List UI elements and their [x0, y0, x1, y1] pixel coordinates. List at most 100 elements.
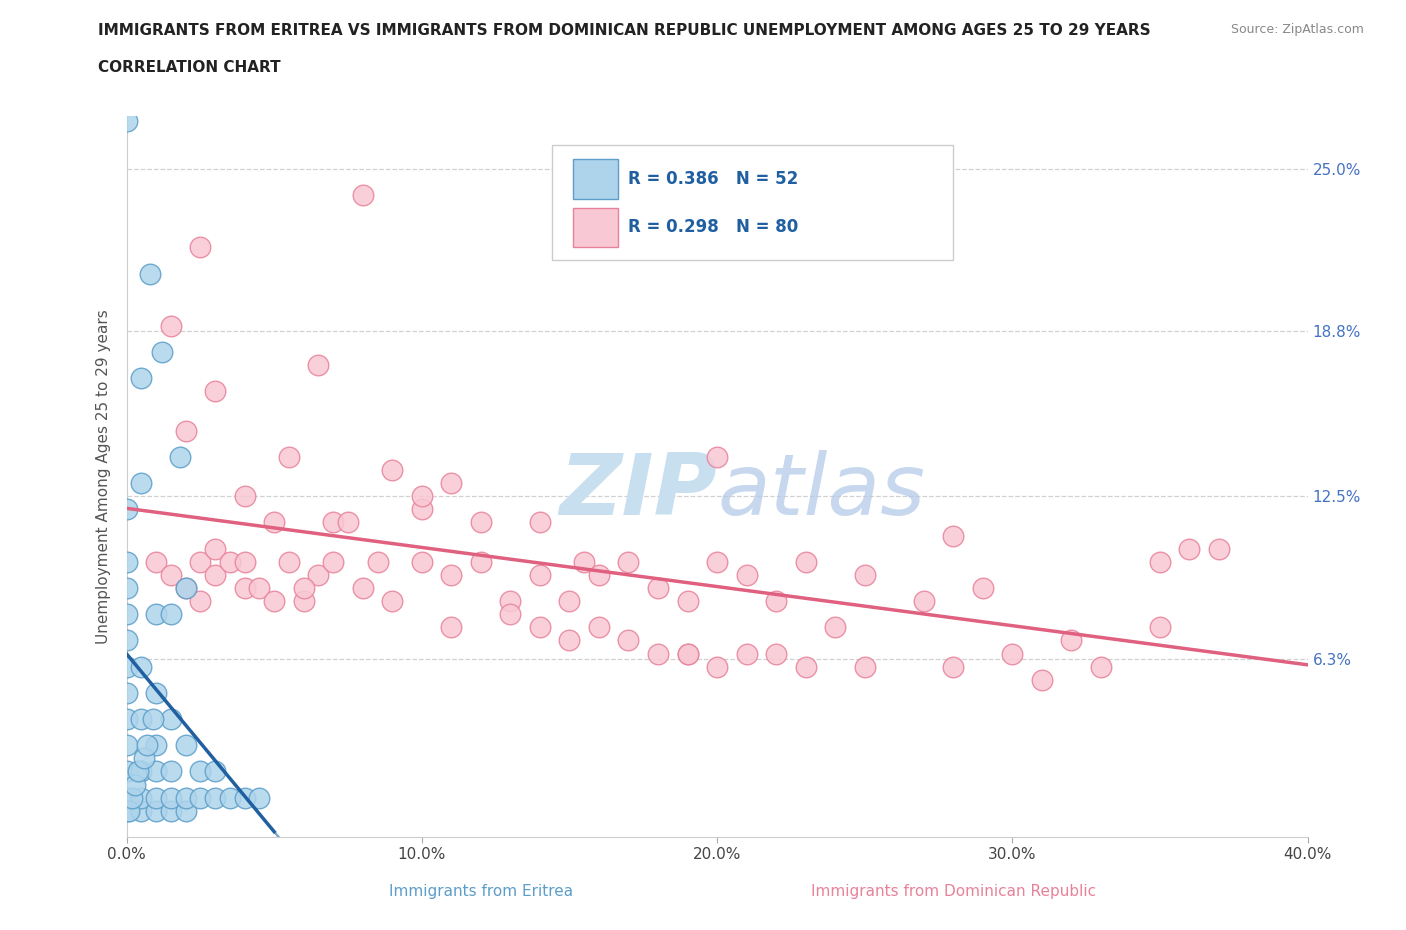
Text: R = 0.386   N = 52: R = 0.386 N = 52 — [628, 170, 799, 188]
Point — [139, 266, 162, 281]
Point — [794, 554, 817, 569]
Point — [233, 790, 256, 805]
Point — [124, 777, 146, 792]
Point — [145, 606, 167, 621]
Point — [204, 384, 226, 399]
Point — [115, 114, 138, 129]
Point — [1149, 620, 1171, 635]
Point — [127, 764, 149, 779]
Point — [735, 646, 758, 661]
Point — [381, 462, 404, 477]
Point — [188, 790, 212, 805]
Point — [676, 646, 699, 661]
Point — [169, 449, 191, 464]
Point — [411, 489, 433, 504]
Point — [174, 790, 197, 805]
Point — [367, 554, 389, 569]
Point — [292, 593, 315, 608]
Point — [1090, 659, 1112, 674]
Point — [188, 593, 212, 608]
Point — [470, 515, 492, 530]
Point — [115, 502, 138, 517]
Point — [160, 764, 183, 779]
Point — [115, 633, 138, 648]
Point — [499, 593, 522, 608]
Point — [352, 580, 374, 595]
Point — [972, 580, 994, 595]
Point — [292, 580, 315, 595]
Point — [574, 554, 596, 569]
Point — [249, 580, 271, 595]
Point — [529, 567, 551, 582]
Point — [174, 580, 197, 595]
Point — [129, 711, 153, 726]
Point — [411, 502, 433, 517]
Point — [440, 476, 463, 491]
Point — [174, 804, 197, 818]
Point — [853, 567, 876, 582]
Point — [219, 790, 242, 805]
Point — [145, 554, 167, 569]
Point — [337, 515, 360, 530]
Point — [1208, 541, 1230, 556]
Text: Source: ZipAtlas.com: Source: ZipAtlas.com — [1230, 23, 1364, 36]
Point — [765, 646, 787, 661]
Point — [145, 804, 167, 818]
Point — [160, 790, 183, 805]
Point — [263, 515, 285, 530]
Point — [204, 790, 226, 805]
Point — [263, 593, 285, 608]
Point — [145, 737, 167, 752]
Point — [706, 449, 728, 464]
Point — [411, 554, 433, 569]
Point — [706, 554, 728, 569]
Bar — [574, 160, 617, 199]
Point — [204, 567, 226, 582]
Point — [160, 567, 183, 582]
Point — [115, 790, 138, 805]
Point — [1149, 554, 1171, 569]
Point — [676, 646, 699, 661]
Y-axis label: Unemployment Among Ages 25 to 29 years: Unemployment Among Ages 25 to 29 years — [96, 310, 111, 644]
Point — [529, 515, 551, 530]
Point — [1178, 541, 1201, 556]
Point — [118, 804, 141, 818]
Point — [142, 711, 165, 726]
Point — [160, 318, 183, 333]
Text: atlas: atlas — [717, 449, 925, 533]
Point — [278, 554, 301, 569]
Point — [735, 567, 758, 582]
Point — [617, 633, 640, 648]
Point — [440, 620, 463, 635]
Text: ZIP: ZIP — [560, 449, 717, 533]
Point — [219, 554, 242, 569]
Point — [129, 804, 153, 818]
Point — [145, 685, 167, 700]
Point — [647, 580, 669, 595]
Point — [204, 764, 226, 779]
Point — [160, 804, 183, 818]
Point — [115, 764, 138, 779]
Point — [233, 580, 256, 595]
Point — [121, 790, 143, 805]
Point — [1001, 646, 1024, 661]
Point — [145, 790, 167, 805]
Point — [381, 593, 404, 608]
Point — [174, 737, 197, 752]
Point — [129, 371, 153, 386]
Point — [145, 764, 167, 779]
Point — [499, 606, 522, 621]
Point — [912, 593, 935, 608]
Point — [129, 659, 153, 674]
Bar — [574, 207, 617, 247]
Point — [794, 659, 817, 674]
Point — [115, 685, 138, 700]
Point — [115, 606, 138, 621]
Point — [134, 751, 156, 765]
Point — [322, 515, 344, 530]
Point — [308, 358, 330, 373]
Point — [617, 554, 640, 569]
Text: Immigrants from Dominican Republic: Immigrants from Dominican Republic — [811, 884, 1095, 899]
Point — [136, 737, 159, 752]
Point — [588, 567, 610, 582]
